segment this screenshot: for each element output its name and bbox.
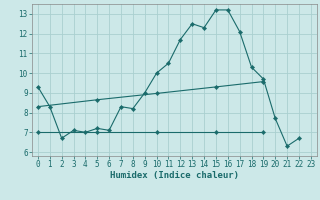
- X-axis label: Humidex (Indice chaleur): Humidex (Indice chaleur): [110, 171, 239, 180]
